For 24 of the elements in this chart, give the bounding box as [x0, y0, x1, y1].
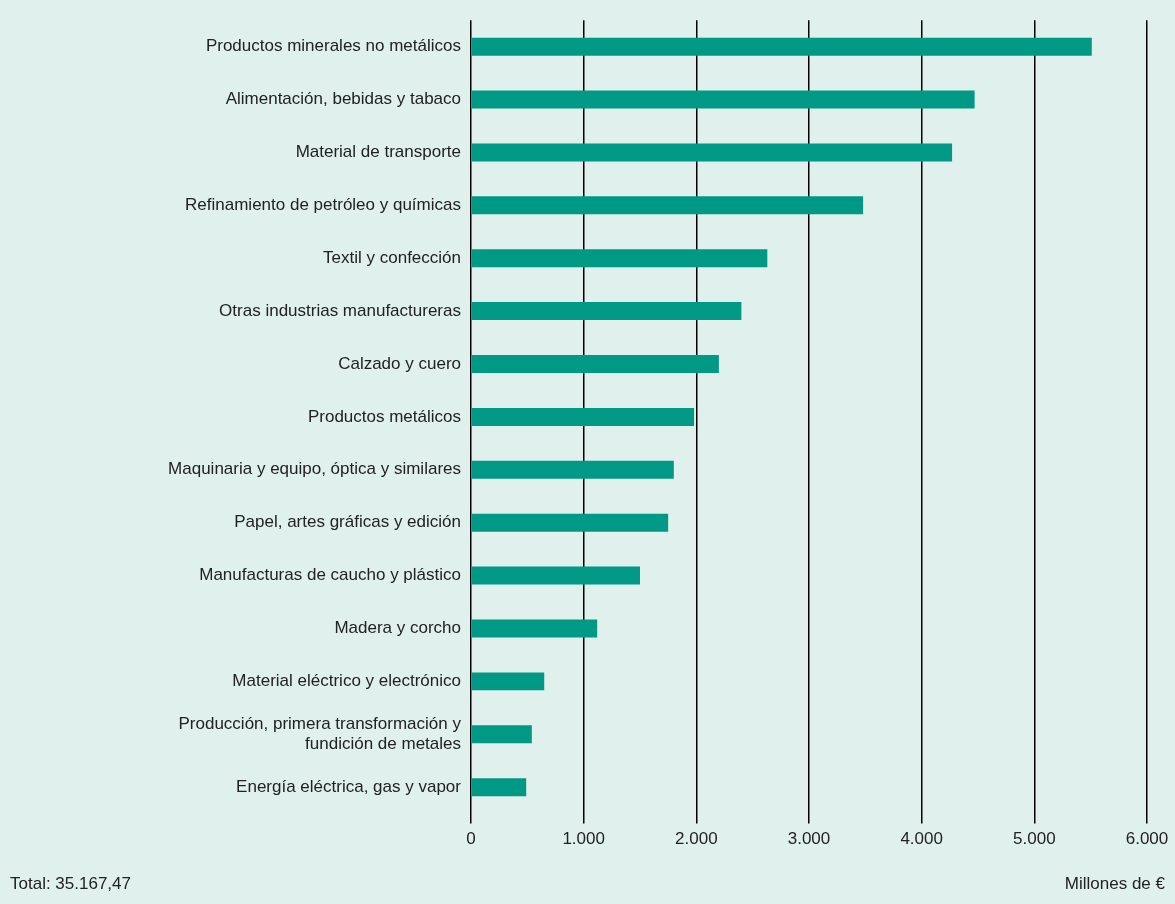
y-tick-label: Madera y corcho [334, 618, 461, 638]
text: Total: 35.167,47 [10, 874, 131, 894]
y-tick-label: Material de transporte [295, 142, 461, 162]
y-tick-label: Producción, primera transformación y fundición de metales [178, 713, 462, 754]
y-tick-label: Material eléctrico y electrónico [232, 671, 461, 691]
x-tick-label: 4.000 [900, 829, 943, 849]
y-tick-label: Calzado y cuero [338, 353, 461, 373]
y-tick-label: Refinamiento de petróleo y químicas [185, 195, 461, 215]
x-tick-label: 1.000 [562, 829, 605, 849]
x-tick-label: 2.000 [675, 829, 718, 849]
x-tick-label: 0 [466, 829, 476, 849]
y-tick-label: Maquinaria y equipo, óptica y similares [168, 459, 461, 479]
x-tick-label: 3.000 [787, 829, 831, 849]
x-tick-label: 5.000 [1013, 829, 1056, 849]
x-axis-title: Millones de € [1064, 874, 1165, 894]
y-tick-label: Otras industrias manufactureras [219, 300, 461, 320]
y-tick-label: Textil y confección [323, 247, 461, 267]
y-tick-label: Energía eléctrica, gas y vapor [236, 776, 462, 796]
y-tick-label: Productos minerales no metálicos [205, 36, 461, 56]
x-tick-label: 6.000 [1125, 829, 1169, 849]
y-tick-label: Alimentación, bebidas y tabaco [225, 89, 461, 109]
y-tick-label: Manufacturas de caucho y plástico [199, 565, 461, 585]
y-tick-label: Productos metálicos [307, 406, 461, 426]
y-tick-label: Papel, artes gráficas y edición [234, 512, 461, 532]
